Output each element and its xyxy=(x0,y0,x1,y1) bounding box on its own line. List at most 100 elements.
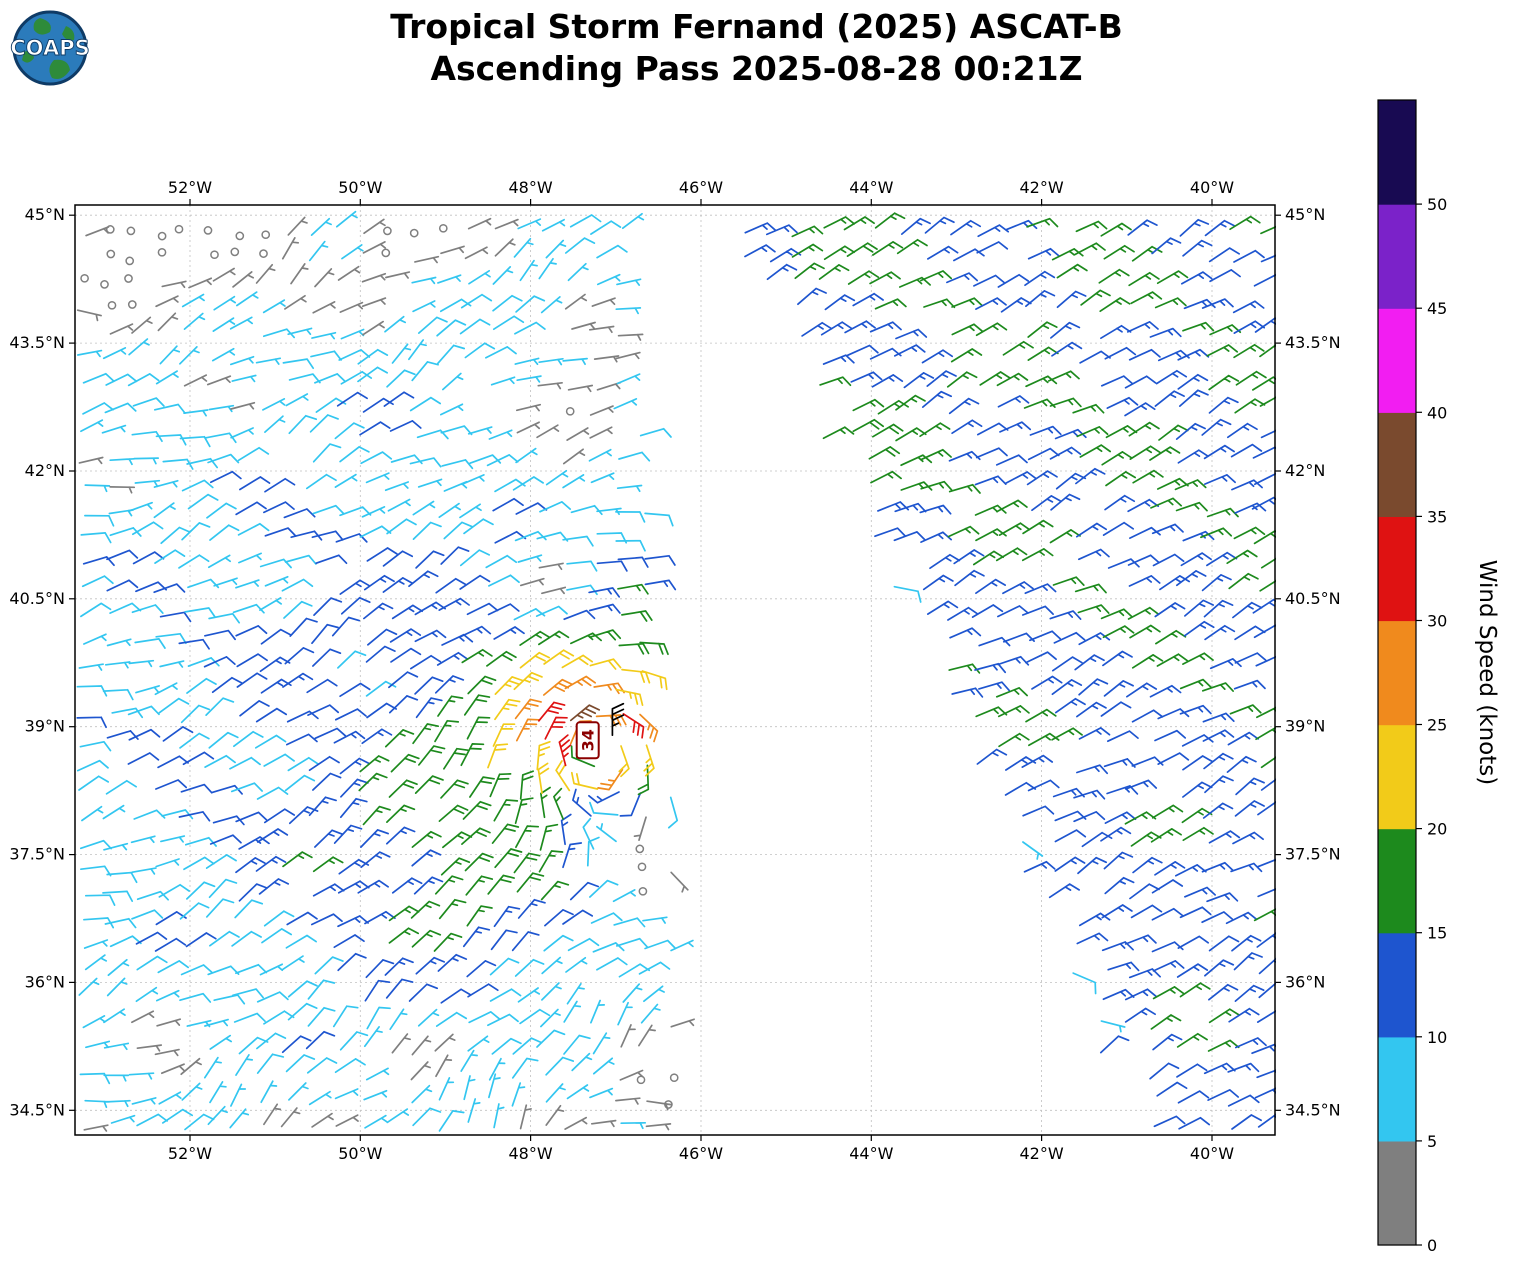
wind-barb xyxy=(1203,444,1235,460)
wind-barb xyxy=(238,552,262,564)
wind-barb xyxy=(416,429,449,440)
wind-barb xyxy=(131,316,153,334)
wind-barb xyxy=(391,343,412,364)
wind-barb xyxy=(536,740,551,771)
wind-barb xyxy=(235,625,268,637)
wind-barb xyxy=(409,654,442,670)
wind-barb xyxy=(181,479,214,492)
wind-barb xyxy=(412,1107,442,1127)
wind-barb xyxy=(128,1072,155,1080)
wind-barb xyxy=(1076,701,1107,718)
wind-barb xyxy=(893,531,926,542)
wind-barb xyxy=(159,611,192,623)
wind-barb xyxy=(998,732,1030,748)
wind-barb xyxy=(76,716,107,729)
wind-barb xyxy=(255,707,288,723)
wind-barb xyxy=(519,630,551,646)
wind-barb xyxy=(998,522,1031,536)
wind-barb xyxy=(487,874,515,895)
wind-barb xyxy=(438,502,461,519)
wind-barb xyxy=(1207,1089,1240,1101)
wind-barb xyxy=(519,1008,551,1025)
wind-barb xyxy=(515,502,548,515)
wind-barb xyxy=(493,799,519,822)
wind-barb xyxy=(1130,291,1163,305)
wind-barb xyxy=(438,1110,465,1132)
wind-barb xyxy=(410,1061,431,1081)
wind-barb xyxy=(315,554,348,565)
wind-barb xyxy=(766,263,798,281)
wind-barb xyxy=(644,579,677,591)
wind-barb xyxy=(388,695,419,714)
wind-barb xyxy=(1026,470,1058,486)
wind-barb xyxy=(162,458,194,470)
wind-barb xyxy=(133,457,160,465)
wind-barb xyxy=(492,497,524,512)
wind-barb xyxy=(1076,764,1109,775)
wind-barb xyxy=(233,730,264,748)
y-tick-label-left: 36°N xyxy=(25,972,65,991)
wind-barb xyxy=(417,1008,440,1027)
wind-barb xyxy=(1101,904,1133,919)
wind-barb xyxy=(1208,830,1241,844)
wind-barb xyxy=(311,530,344,541)
wind-barb xyxy=(185,932,217,948)
wind-barb xyxy=(562,448,586,465)
colorbar-segment xyxy=(1378,308,1416,413)
wind-barb xyxy=(285,733,318,746)
wind-barb xyxy=(1125,779,1158,790)
wind-barb xyxy=(411,929,442,948)
wind-barb xyxy=(616,484,643,493)
wind-barb xyxy=(128,501,153,512)
wind-barb xyxy=(237,522,270,536)
wind-barb xyxy=(618,745,630,778)
wind-barb xyxy=(339,446,370,463)
coaps-logo-text: COAPS xyxy=(10,36,89,60)
wind-barb xyxy=(819,376,852,387)
calm-circle xyxy=(124,274,133,283)
wind-barb xyxy=(638,1024,656,1047)
wind-barb xyxy=(589,879,619,898)
wind-barb xyxy=(1079,444,1112,458)
wind-barb xyxy=(843,216,875,231)
wind-barb xyxy=(563,609,596,621)
wind-barb xyxy=(159,345,181,365)
wind-barb xyxy=(131,1010,155,1024)
wind-barb xyxy=(154,1048,180,1057)
wind-barb xyxy=(408,339,427,361)
wind-barb xyxy=(1201,418,1232,436)
wind-barb xyxy=(569,704,601,722)
wind-barb xyxy=(213,994,246,1005)
wind-barb xyxy=(235,501,267,516)
wind-barb xyxy=(1056,290,1087,309)
wind-barb xyxy=(357,366,388,383)
wind-barb xyxy=(76,685,108,697)
wind-barb xyxy=(1201,574,1232,592)
wind-barb xyxy=(846,242,878,257)
wind-barb xyxy=(1151,907,1184,921)
wind-barb xyxy=(178,638,210,650)
wind-barb xyxy=(340,778,369,798)
wind-barb xyxy=(315,397,347,413)
wind-barb xyxy=(926,600,959,615)
wind-barb xyxy=(895,328,928,340)
wind-barb xyxy=(1073,811,1106,823)
wind-barb xyxy=(155,434,187,446)
wind-barb xyxy=(180,783,213,794)
wind-barb xyxy=(1072,972,1097,995)
wind-barb xyxy=(409,457,442,468)
wind-barb xyxy=(951,419,983,435)
wind-barb xyxy=(106,579,139,592)
wind-barb xyxy=(975,447,1008,459)
wind-barb xyxy=(102,347,127,360)
wind-barb xyxy=(1049,446,1082,460)
wind-barb xyxy=(563,1000,582,1023)
wind-barb xyxy=(183,312,206,330)
wind-barb xyxy=(310,217,332,236)
wind-barb xyxy=(1105,471,1137,487)
wind-barb xyxy=(186,457,219,469)
wind-barb xyxy=(182,751,215,766)
wind-barb xyxy=(467,1035,490,1052)
wind-barb xyxy=(1100,324,1132,340)
wind-barb xyxy=(366,547,398,562)
